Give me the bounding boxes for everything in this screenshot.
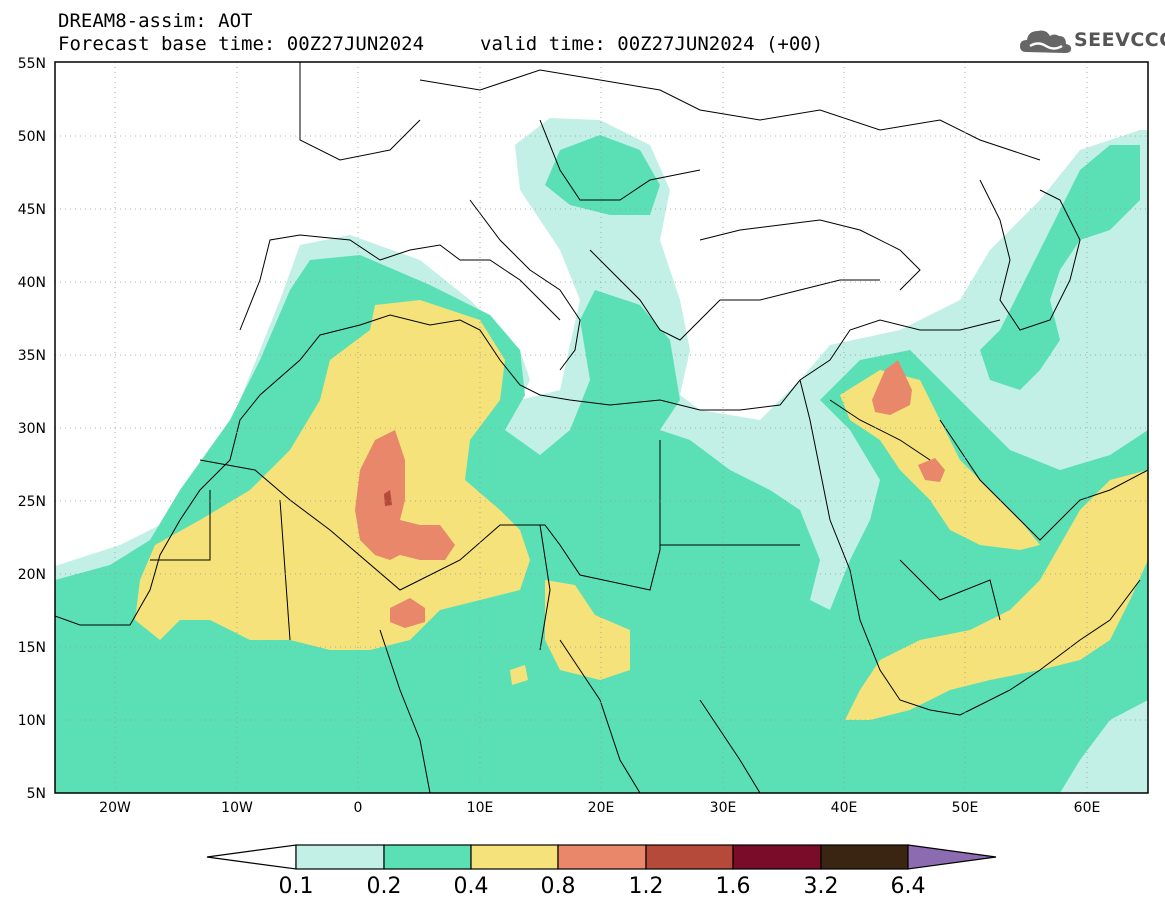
gulf-coast bbox=[939, 419, 1148, 541]
borders bbox=[55, 62, 1148, 793]
levant-coast bbox=[799, 319, 1001, 381]
legend-label: 0.2 bbox=[367, 874, 402, 899]
legend-high-arrow bbox=[907, 844, 997, 870]
lat-label: 10N bbox=[18, 713, 46, 729]
lon-label: 60E bbox=[1074, 800, 1101, 816]
europe-central-borders bbox=[299, 62, 701, 201]
legend-label: 0.1 bbox=[279, 874, 314, 899]
lat-label: 25N bbox=[18, 494, 46, 510]
lon-label: 0 bbox=[354, 800, 363, 816]
legend-label: 1.6 bbox=[716, 874, 751, 899]
lat-label: 45N bbox=[18, 202, 46, 218]
legend-swatch bbox=[383, 844, 472, 870]
lat-label: 40N bbox=[18, 275, 46, 291]
valid-time: valid time: 00Z27JUN2024 (+00) bbox=[480, 33, 824, 55]
lat-label: 15N bbox=[18, 640, 46, 656]
legend-swatch bbox=[470, 844, 559, 870]
lat-label: 5N bbox=[27, 786, 46, 802]
lat-label: 20N bbox=[18, 567, 46, 583]
balkans-turkey-coast bbox=[589, 249, 880, 341]
middle-east-borders bbox=[829, 399, 1001, 621]
legend-label: 3.2 bbox=[804, 874, 839, 899]
legend-swatch bbox=[645, 844, 734, 870]
forecast-base-time: Forecast base time: 00Z27JUN2024 bbox=[58, 33, 425, 55]
graticule bbox=[55, 62, 1148, 793]
lat-label: 55N bbox=[18, 56, 46, 72]
lon-label: 40E bbox=[831, 800, 858, 816]
italy-coast bbox=[469, 199, 581, 371]
color-legend: 0.1 0.2 0.4 0.8 1.2 1.6 3.2 6.4 bbox=[206, 844, 997, 899]
aot-field bbox=[55, 118, 1148, 793]
lon-label: 20E bbox=[588, 800, 615, 816]
lat-label: 50N bbox=[18, 129, 46, 145]
map-frame bbox=[54, 61, 1149, 794]
lat-label: 30N bbox=[18, 421, 46, 437]
lat-label: 35N bbox=[18, 348, 46, 364]
lon-axis: 20W 10W 0 10E 20E 30E 40E 50E 60E bbox=[99, 800, 1100, 816]
legend-swatch bbox=[732, 844, 822, 870]
lon-label: 10E bbox=[467, 800, 494, 816]
legend-swatch bbox=[820, 844, 909, 870]
seevccc-logo: SEEVCCC bbox=[1018, 24, 1165, 58]
caspian-coast bbox=[979, 179, 1081, 331]
lat-axis: 5N 10N 15N 20N 25N 30N 35N 40N 45N 50N 5… bbox=[18, 56, 46, 802]
aot-level-0-4 bbox=[135, 300, 1148, 720]
legend-label: 0.8 bbox=[541, 874, 576, 899]
africa-north-coast bbox=[55, 314, 801, 626]
aot-level-0-8 bbox=[355, 360, 945, 628]
legend-label: 0.4 bbox=[454, 874, 489, 899]
model-title: DREAM8-assim: AOT bbox=[58, 10, 253, 32]
lon-label: 10W bbox=[221, 800, 253, 816]
legend-label: 1.2 bbox=[629, 874, 664, 899]
lon-label: 30E bbox=[710, 800, 737, 816]
inner-borders bbox=[150, 490, 800, 651]
legend-swatch bbox=[295, 844, 385, 870]
legend-label: 6.4 bbox=[891, 874, 926, 899]
lon-label: 20W bbox=[99, 800, 131, 816]
aot-level-1-2 bbox=[384, 490, 392, 506]
lon-label: 50E bbox=[952, 800, 979, 816]
legend-low-arrow bbox=[206, 844, 297, 870]
arabia-south-coast bbox=[979, 579, 1141, 706]
iberia-france-coast bbox=[239, 234, 561, 331]
logo-text: SEEVCCC bbox=[1074, 29, 1165, 51]
sahel-borders bbox=[379, 629, 761, 793]
black-sea-coast bbox=[699, 219, 921, 291]
legend-swatch bbox=[557, 844, 647, 870]
red-sea-coast bbox=[799, 379, 981, 716]
europe-north-borders bbox=[419, 69, 1041, 161]
cloud-logo-icon bbox=[1020, 30, 1072, 53]
